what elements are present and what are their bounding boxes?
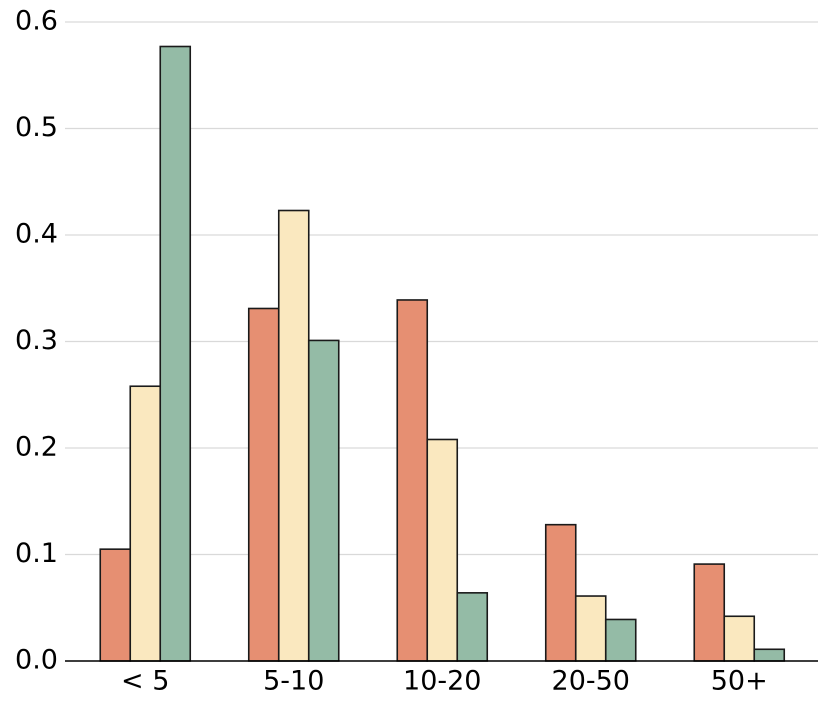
x-tick-label: 50+ [711,666,768,697]
bar [693,563,726,662]
bar [247,307,280,662]
y-tick-label: 0.4 [15,219,58,250]
y-tick-label: 0.5 [15,112,58,143]
x-tick-label: < 5 [121,666,169,697]
bar [723,615,756,662]
bar [277,209,310,662]
bar [159,45,192,662]
y-tick-label: 0.2 [15,432,58,463]
bar [753,648,786,662]
y-tick-label: 0.6 [15,6,58,37]
y-tick-label: 0.3 [15,325,58,356]
x-tick-label: 10-20 [403,666,481,697]
bar [307,339,340,662]
bar [396,299,429,662]
bar [426,438,459,662]
bar [544,523,577,662]
y-tick-label: 0.0 [15,645,58,676]
bar [574,595,607,662]
bar [456,592,489,662]
bar [99,548,132,662]
x-tick-label: 5-10 [263,666,324,697]
bar [129,385,162,662]
y-tick-label: 0.1 [15,538,58,569]
bar [604,618,637,662]
x-tick-label: 20-50 [552,666,630,697]
